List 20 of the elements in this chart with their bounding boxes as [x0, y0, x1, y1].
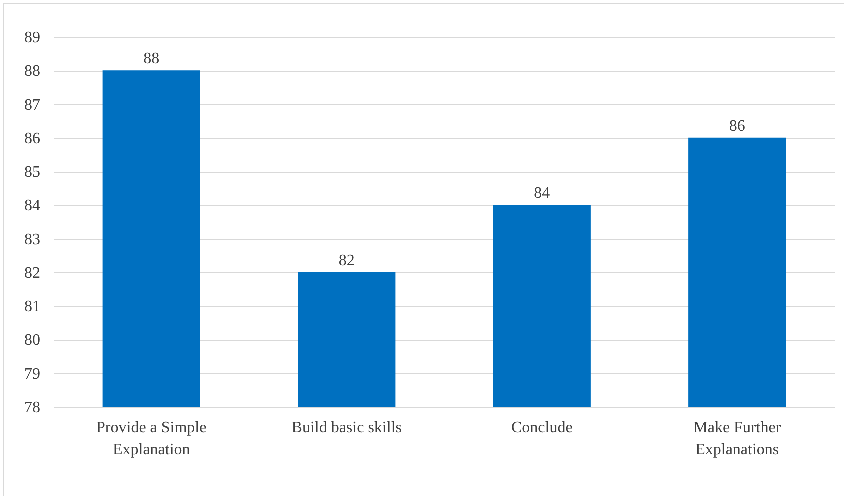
y-tick-label: 85 [24, 164, 40, 182]
y-tick-label: 82 [24, 264, 40, 282]
x-tick-label: Make Further Explanations [694, 420, 782, 458]
data-label: 84 [534, 185, 550, 202]
x-tick-label: Build basic skills [292, 420, 402, 436]
y-tick-label: 78 [24, 400, 40, 416]
y-tick-label: 88 [24, 63, 40, 80]
y-tick-label: 83 [24, 231, 40, 248]
y-tick-label: 84 [24, 198, 40, 215]
data-label: 86 [729, 118, 746, 135]
x-tick-label: Conclude [511, 420, 573, 436]
y-tick-label: 80 [24, 332, 40, 350]
y-tick-label: 86 [24, 130, 40, 148]
y-tick-label: 79 [24, 366, 40, 383]
y-tick-label: 89 [24, 30, 40, 46]
data-label: 88 [144, 50, 160, 68]
x-tick-label: Provide a Simple Explanation [96, 420, 207, 458]
y-tick-label: 81 [24, 298, 40, 316]
data-label: 82 [338, 252, 355, 270]
y-tick-label: 87 [24, 96, 40, 114]
